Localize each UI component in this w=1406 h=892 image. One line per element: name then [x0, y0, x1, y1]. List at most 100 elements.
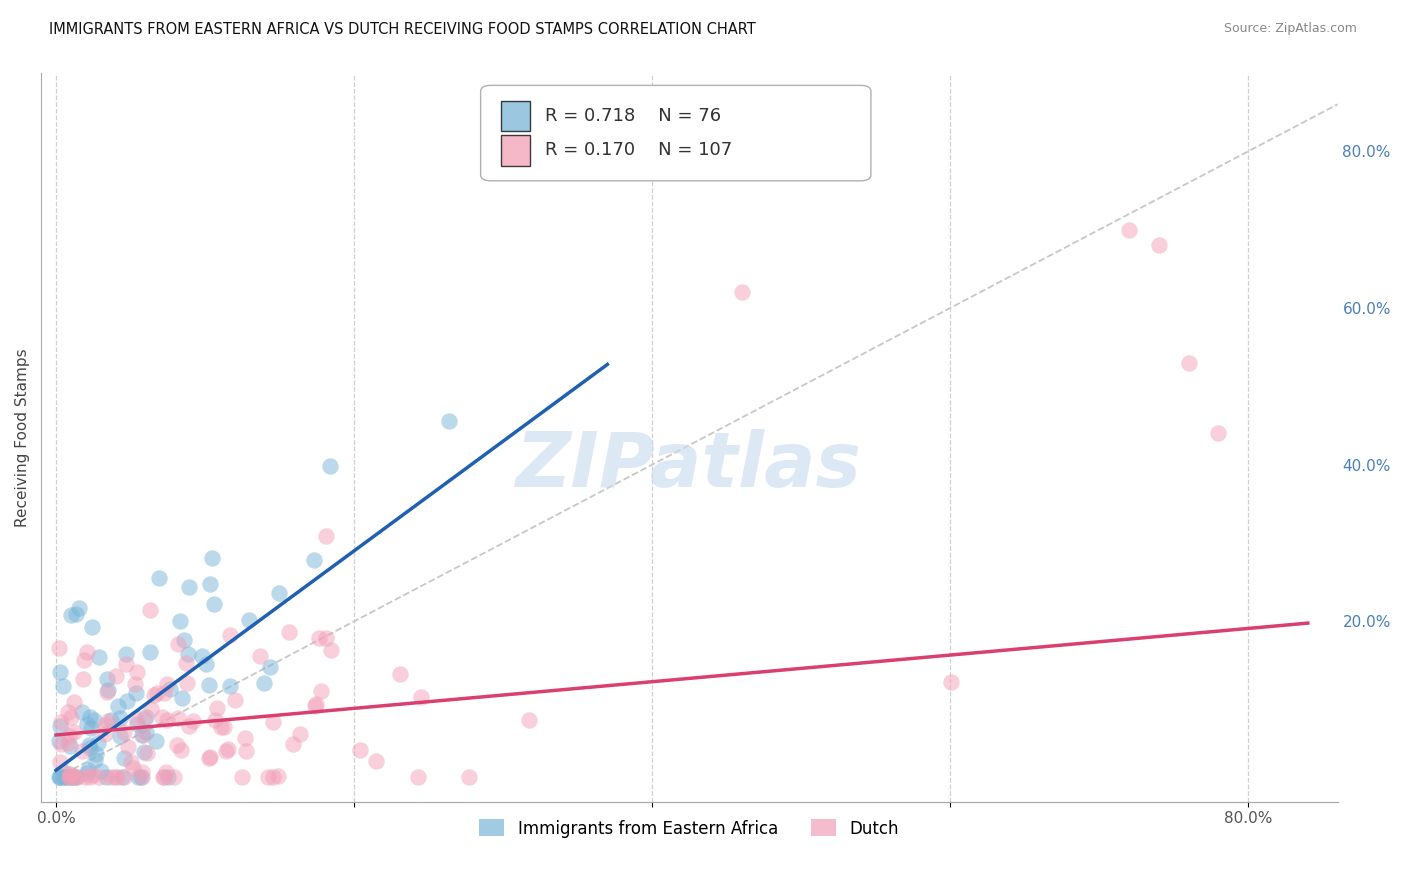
Point: [166, 739, 188, 753]
Point: [267, 769, 290, 783]
Point: [231, 770, 253, 784]
Point: [224, 692, 246, 706]
Point: [89, 770, 111, 784]
Point: [72, 672, 94, 686]
Point: [112, 750, 135, 764]
Point: [191, 648, 214, 663]
Point: [259, 660, 281, 674]
Point: [176, 675, 198, 690]
Point: [83, 753, 105, 767]
Point: [53, 770, 76, 784]
Point: [319, 458, 342, 473]
Point: [1208, 426, 1230, 441]
Point: [59, 739, 82, 753]
Point: [65, 770, 87, 784]
Point: [110, 710, 132, 724]
Point: [125, 711, 148, 725]
Point: [108, 729, 131, 743]
Point: [115, 647, 138, 661]
Point: [1147, 238, 1170, 252]
Point: [76, 766, 98, 780]
Point: [63, 770, 86, 784]
Point: [56, 736, 79, 750]
Point: [156, 677, 179, 691]
Text: ZIPatlas: ZIPatlas: [516, 429, 862, 503]
Point: [308, 631, 330, 645]
Point: [145, 733, 167, 747]
Point: [77, 763, 100, 777]
Point: [198, 751, 221, 765]
Point: [349, 742, 371, 756]
Point: [62, 770, 84, 784]
Point: [218, 679, 240, 693]
Point: [730, 285, 752, 300]
Point: [84, 747, 107, 762]
Point: [49, 715, 72, 730]
Point: [97, 714, 120, 729]
Point: [257, 770, 280, 784]
Point: [56, 770, 79, 784]
Text: Source: ZipAtlas.com: Source: ZipAtlas.com: [1223, 22, 1357, 36]
Point: [170, 743, 193, 757]
Point: [59, 767, 82, 781]
Point: [114, 657, 136, 671]
Point: [48, 734, 70, 748]
Point: [209, 720, 232, 734]
Point: [150, 710, 173, 724]
Point: [63, 695, 86, 709]
Point: [177, 648, 200, 662]
Text: R = 0.718    N = 76: R = 0.718 N = 76: [546, 107, 721, 125]
Point: [60, 768, 83, 782]
Point: [219, 627, 242, 641]
Point: [131, 728, 153, 742]
Point: [302, 553, 325, 567]
Point: [51, 737, 73, 751]
FancyBboxPatch shape: [481, 86, 870, 181]
Point: [238, 613, 260, 627]
Point: [304, 698, 326, 713]
Point: [63, 725, 86, 739]
Point: [174, 656, 197, 670]
Point: [104, 669, 127, 683]
Point: [53, 770, 76, 784]
Point: [233, 731, 256, 745]
Point: [253, 676, 276, 690]
Point: [269, 586, 291, 600]
Point: [198, 678, 221, 692]
Point: [93, 726, 115, 740]
Point: [315, 529, 337, 543]
Point: [59, 770, 82, 784]
Point: [139, 603, 162, 617]
Point: [53, 765, 76, 780]
Point: [67, 601, 90, 615]
Point: [112, 725, 135, 739]
Point: [115, 694, 138, 708]
Point: [87, 736, 110, 750]
Point: [135, 725, 157, 739]
Point: [173, 632, 195, 647]
Point: [132, 745, 155, 759]
Point: [96, 685, 118, 699]
Point: [437, 414, 460, 428]
Point: [177, 581, 200, 595]
Point: [155, 765, 177, 780]
Y-axis label: Receiving Food Stamps: Receiving Food Stamps: [15, 348, 30, 526]
Point: [96, 770, 118, 784]
Point: [58, 770, 80, 784]
Point: [139, 645, 162, 659]
Point: [48, 770, 70, 784]
Point: [124, 677, 146, 691]
Point: [142, 688, 165, 702]
Point: [517, 713, 540, 727]
Point: [73, 770, 96, 784]
Point: [183, 714, 205, 728]
Point: [65, 607, 87, 622]
Point: [156, 713, 179, 727]
Point: [117, 739, 139, 754]
Point: [97, 683, 120, 698]
Point: [249, 648, 271, 663]
Point: [135, 746, 157, 760]
Point: [82, 768, 104, 782]
FancyBboxPatch shape: [502, 135, 530, 166]
Point: [288, 727, 311, 741]
